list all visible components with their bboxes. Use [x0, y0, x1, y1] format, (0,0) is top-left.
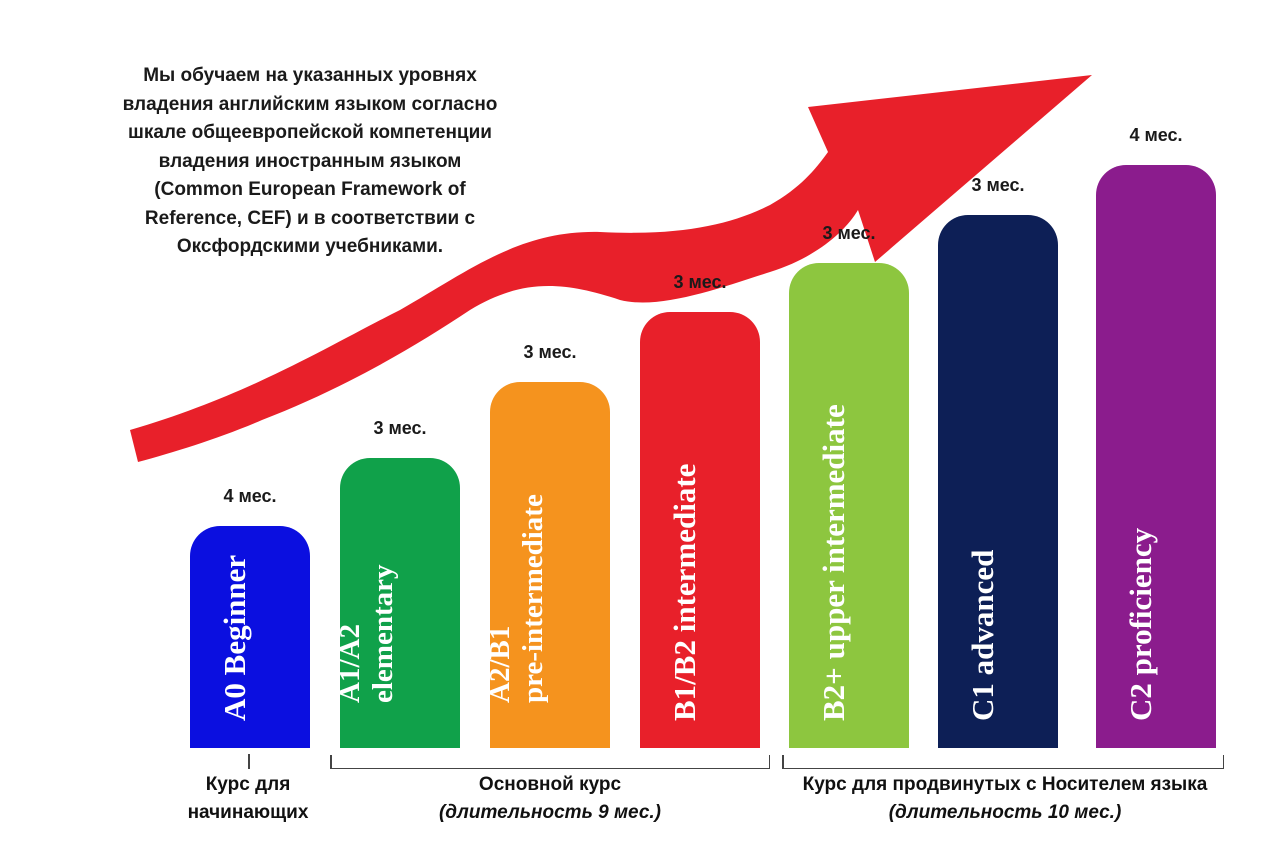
level-label: C1 advanced [965, 549, 1000, 721]
group-main-title: Основной курс [478, 774, 622, 795]
level-bar-6: C1 advanced [938, 215, 1058, 748]
level-bar-7: C2 proficiency [1096, 165, 1216, 748]
level-label: C2 proficiency [1123, 527, 1158, 721]
level-label: A1/A2 elementary [334, 564, 399, 704]
advanced-course-bracket [782, 754, 1224, 769]
level-label: B1/B2 intermediate [667, 463, 702, 721]
level-duration: 3 мес. [971, 175, 1025, 195]
level-bar-2: A1/A2 elementary [334, 458, 460, 748]
level-bar-4: B1/B2 intermediate [640, 312, 760, 748]
main-course-bracket [330, 754, 770, 769]
level-duration: 4 мес. [223, 486, 277, 506]
growth-arrow-shape [130, 75, 1092, 462]
group-main: Основной курс (длительность 9 мес.) [380, 771, 720, 827]
level-label: A2/B1 pre-intermediate [484, 494, 549, 703]
level-bar-1: A0 Beginner [190, 526, 310, 748]
level-duration: 3 мес. [673, 272, 727, 292]
group-advanced: Курс для продвинутых с Носителем языка (… [770, 771, 1240, 827]
level-duration: 4 мес. [1129, 125, 1183, 145]
group-beginners-title: Курс для начинающих [187, 774, 309, 823]
group-main-subtitle: (длительность 9 мес.) [438, 802, 662, 823]
group-advanced-title: Курс для продвинутых с Носителем языка [802, 774, 1208, 795]
intro-text: Мы обучаем на указанных уровнях владения… [122, 65, 498, 257]
level-bar-5: B2+ upper intermediate [789, 263, 909, 748]
group-advanced-subtitle: (длительность 10 мес.) [888, 802, 1122, 823]
level-bar-3: A2/B1 pre-intermediate [484, 382, 610, 748]
beginners-tick [248, 754, 250, 769]
level-label: B2+ upper intermediate [816, 403, 851, 721]
level-duration: 3 мес. [523, 342, 577, 362]
level-label: A0 Beginner [217, 554, 252, 721]
level-duration: 3 мес. [373, 418, 427, 438]
level-duration: 3 мес. [822, 223, 876, 243]
